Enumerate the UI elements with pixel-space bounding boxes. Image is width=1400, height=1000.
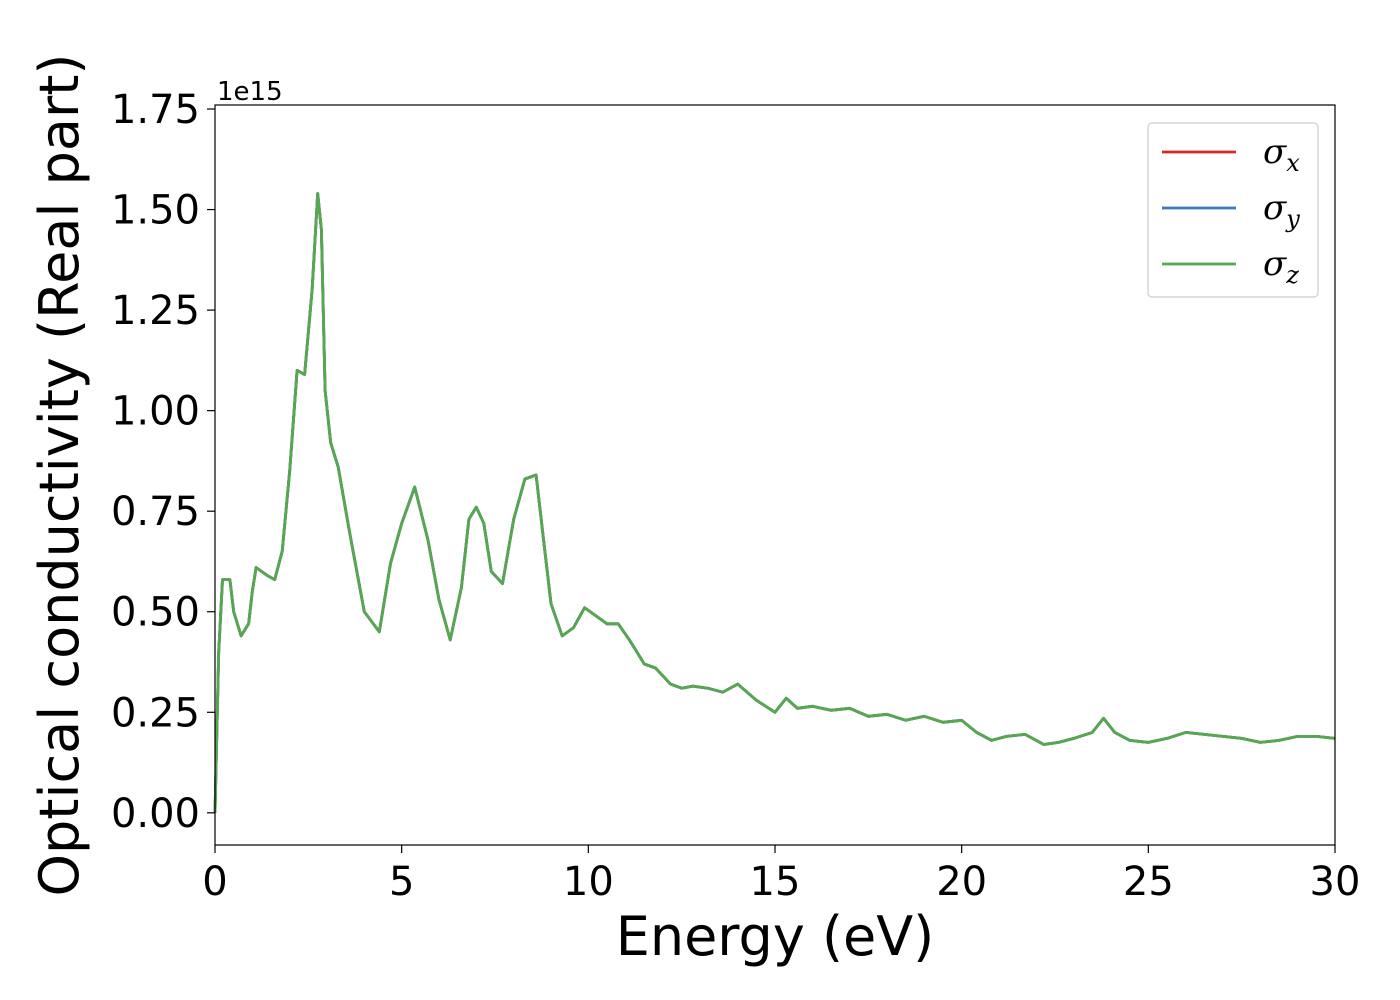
legend-label-x: σx (1263, 132, 1300, 177)
x-tick-label: 5 (389, 859, 414, 905)
y-tick-label: 0.25 (111, 690, 200, 736)
x-tick-label: 10 (563, 859, 614, 905)
y-axis-ticks: 0.00 0.25 0.50 0.75 1.00 1.25 1.50 1.75 (111, 87, 215, 837)
legend-label-z: σz (1263, 244, 1299, 289)
x-axis-title: Energy (eV) (616, 905, 935, 968)
y-axis-title: Optical conductivity (Real part) (28, 54, 91, 897)
y-tick-label: 0.75 (111, 489, 200, 535)
legend-box (1147, 122, 1319, 298)
y-tick-label: 0.00 (111, 791, 200, 837)
y-tick-label: 1.50 (111, 188, 200, 234)
y-tick-label: 1.75 (111, 87, 200, 133)
x-tick-label: 25 (1123, 859, 1174, 905)
y-tick-label: 0.50 (111, 590, 200, 636)
x-tick-label: 0 (202, 859, 227, 905)
x-tick-label: 15 (750, 859, 801, 905)
y-axis-offset-label: 1e15 (217, 77, 283, 107)
series-layer (213, 192, 1336, 813)
legend-label-y: σy (1263, 188, 1300, 233)
y-tick-label: 1.25 (111, 288, 200, 334)
legend: σx σy σz (1147, 122, 1319, 298)
y-tick-label: 1.00 (111, 389, 200, 435)
x-tick-label: 20 (936, 859, 987, 905)
x-axis-ticks: 0 5 10 15 20 25 30 (202, 845, 1360, 905)
series-line-z (213, 192, 1336, 813)
x-tick-label: 30 (1310, 859, 1361, 905)
